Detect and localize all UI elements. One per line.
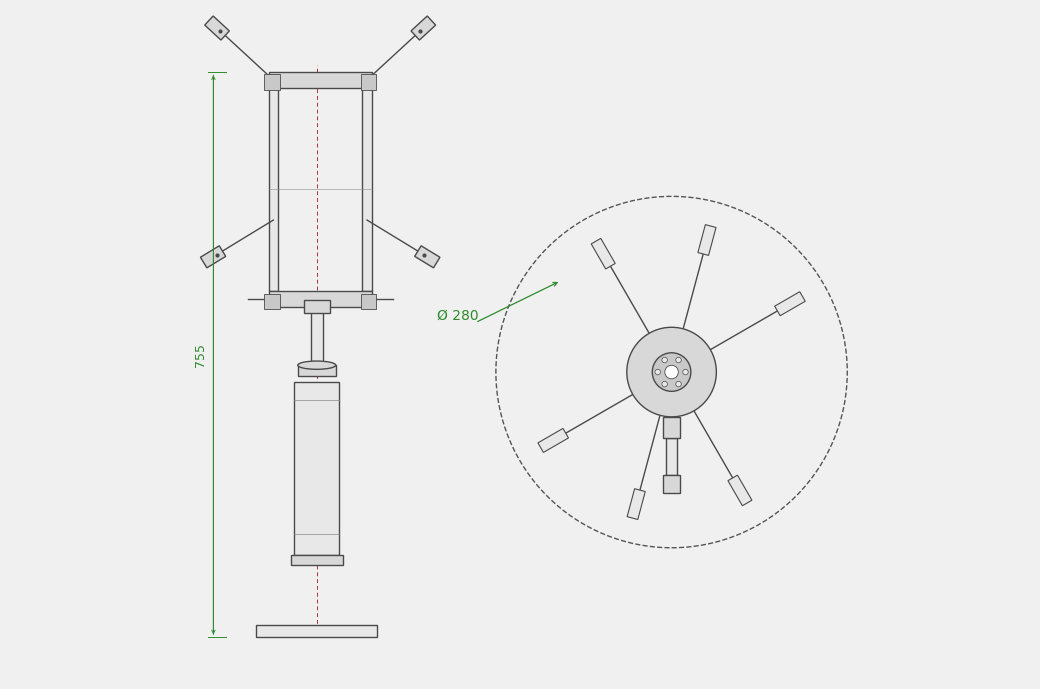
Text: 755: 755 bbox=[194, 343, 208, 367]
Polygon shape bbox=[591, 238, 616, 269]
Bar bbox=[662, 417, 680, 438]
Bar bbox=[361, 74, 376, 90]
Circle shape bbox=[661, 381, 668, 387]
Circle shape bbox=[665, 365, 678, 379]
Circle shape bbox=[627, 327, 717, 417]
Bar bbox=[291, 555, 342, 565]
Bar bbox=[361, 294, 376, 309]
Polygon shape bbox=[627, 489, 645, 520]
Circle shape bbox=[652, 353, 691, 391]
Bar bbox=[268, 88, 278, 291]
Bar bbox=[662, 475, 680, 493]
Text: Ø 280: Ø 280 bbox=[437, 309, 479, 323]
Circle shape bbox=[661, 358, 668, 363]
Polygon shape bbox=[698, 225, 716, 256]
Polygon shape bbox=[775, 291, 805, 316]
Circle shape bbox=[676, 358, 681, 363]
Polygon shape bbox=[415, 246, 440, 268]
Bar bbox=[667, 438, 677, 475]
Bar bbox=[294, 382, 339, 555]
Polygon shape bbox=[201, 246, 226, 268]
Bar bbox=[362, 88, 372, 291]
Bar bbox=[264, 74, 280, 90]
Bar bbox=[297, 365, 336, 376]
Circle shape bbox=[655, 369, 660, 375]
Ellipse shape bbox=[297, 361, 336, 369]
Polygon shape bbox=[728, 475, 752, 506]
Bar bbox=[311, 307, 323, 365]
Bar bbox=[264, 294, 280, 309]
Circle shape bbox=[676, 381, 681, 387]
Circle shape bbox=[682, 369, 688, 375]
Polygon shape bbox=[538, 429, 569, 453]
Bar bbox=[257, 625, 378, 637]
Bar bbox=[268, 291, 372, 307]
Bar bbox=[304, 300, 330, 313]
Polygon shape bbox=[205, 16, 230, 40]
Bar bbox=[268, 72, 372, 88]
Polygon shape bbox=[411, 16, 436, 40]
